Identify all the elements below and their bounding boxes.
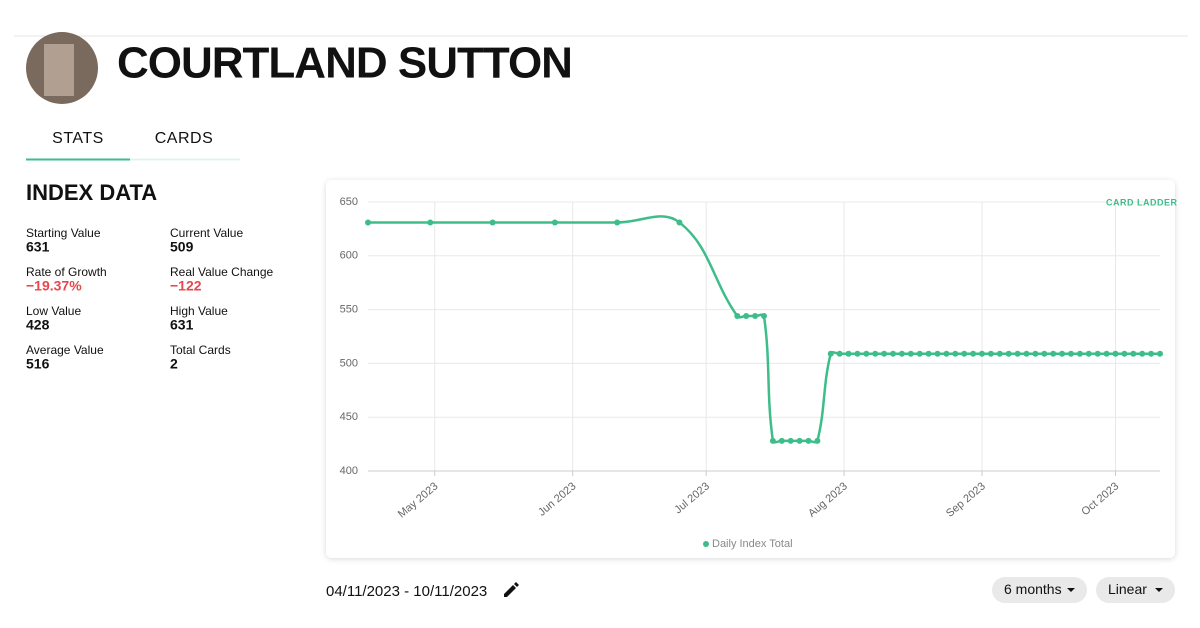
y-tick-label: 500: [340, 357, 358, 369]
scale-button[interactable]: [1096, 577, 1175, 603]
point: [1130, 350, 1137, 357]
point: [787, 437, 794, 444]
point: [489, 219, 496, 226]
point: [1050, 350, 1057, 357]
point: [845, 350, 852, 357]
tab[interactable]: CARDS: [155, 130, 214, 147]
stat-value: 428: [26, 317, 50, 333]
point: [551, 219, 558, 226]
point: [970, 350, 977, 357]
legend-marker: [703, 541, 709, 547]
period-button[interactable]: [992, 577, 1087, 603]
stat-label: Total Cards: [170, 343, 231, 357]
point: [761, 313, 767, 320]
point: [987, 350, 994, 357]
point: [854, 350, 861, 357]
point: [907, 350, 914, 357]
stat-value: 509: [170, 239, 194, 255]
point: [1085, 350, 1092, 357]
point: [1023, 350, 1030, 357]
point: [1068, 350, 1075, 357]
stat-value: 2: [170, 356, 178, 372]
point: [1032, 350, 1039, 357]
stat-label: Average Value: [26, 343, 104, 357]
point: [934, 350, 941, 357]
avatar-figure: [44, 44, 74, 96]
date-range: 04/11/2023 - 10/11/2023: [326, 583, 487, 600]
chart-card: [326, 180, 1175, 558]
point: [836, 350, 843, 357]
point: [925, 350, 932, 357]
tab[interactable]: STATS: [52, 130, 104, 147]
stat-label: Real Value Change: [170, 265, 274, 279]
point: [1041, 350, 1048, 357]
point: [796, 437, 803, 444]
point: [778, 437, 785, 444]
point: [1059, 350, 1066, 357]
scale-label: Linear: [1108, 581, 1147, 597]
point: [952, 350, 959, 357]
caret: [1155, 588, 1163, 592]
y-tick-label: 650: [340, 196, 358, 208]
point: [1014, 350, 1021, 357]
point: [881, 350, 888, 357]
point: [1139, 350, 1146, 357]
y-tick-label: 400: [340, 465, 358, 477]
y-tick-label: 550: [340, 304, 358, 316]
stat-label: Current Value: [170, 226, 243, 240]
section-title: INDEX DATA: [26, 180, 157, 205]
point: [1112, 350, 1119, 357]
point: [743, 313, 750, 320]
caret: [1067, 588, 1075, 592]
point: [1103, 350, 1110, 357]
point: [898, 350, 905, 357]
point: [827, 350, 834, 357]
stat-value: −19.37%: [26, 278, 82, 294]
stat-value: 631: [170, 317, 194, 333]
stat-value: 516: [26, 356, 50, 372]
stat-value: 631: [26, 239, 50, 255]
point: [769, 437, 776, 444]
stat-label: Starting Value: [26, 226, 101, 240]
point: [996, 350, 1003, 357]
point: [872, 350, 879, 357]
point: [427, 219, 434, 226]
point: [1076, 350, 1083, 357]
point: [979, 350, 986, 357]
point: [863, 350, 870, 357]
y-tick-label: 450: [340, 411, 358, 423]
stat-value: −122: [170, 278, 202, 294]
point: [814, 437, 821, 444]
point: [676, 219, 683, 226]
point: [961, 350, 968, 357]
point: [943, 350, 950, 357]
point: [734, 313, 741, 320]
point: [1005, 350, 1012, 357]
stat-label: Rate of Growth: [26, 265, 107, 279]
stat-label: Low Value: [26, 304, 81, 318]
point: [752, 313, 759, 320]
point: [365, 219, 371, 226]
stat-label: High Value: [170, 304, 228, 318]
point: [1094, 350, 1101, 357]
point: [890, 350, 897, 357]
edit-icon[interactable]: [504, 582, 519, 597]
point: [1148, 350, 1155, 357]
y-tick-label: 600: [340, 250, 358, 262]
logo: CARD LADDER: [1106, 197, 1178, 207]
point: [916, 350, 923, 357]
player-name: COURTLAND SUTTON: [117, 39, 572, 88]
point: [1121, 350, 1128, 357]
legend-label: Daily Index Total: [712, 538, 793, 550]
period-label: 6 months: [1004, 581, 1062, 597]
point: [614, 219, 621, 226]
point: [805, 437, 812, 444]
point: [1157, 350, 1163, 357]
